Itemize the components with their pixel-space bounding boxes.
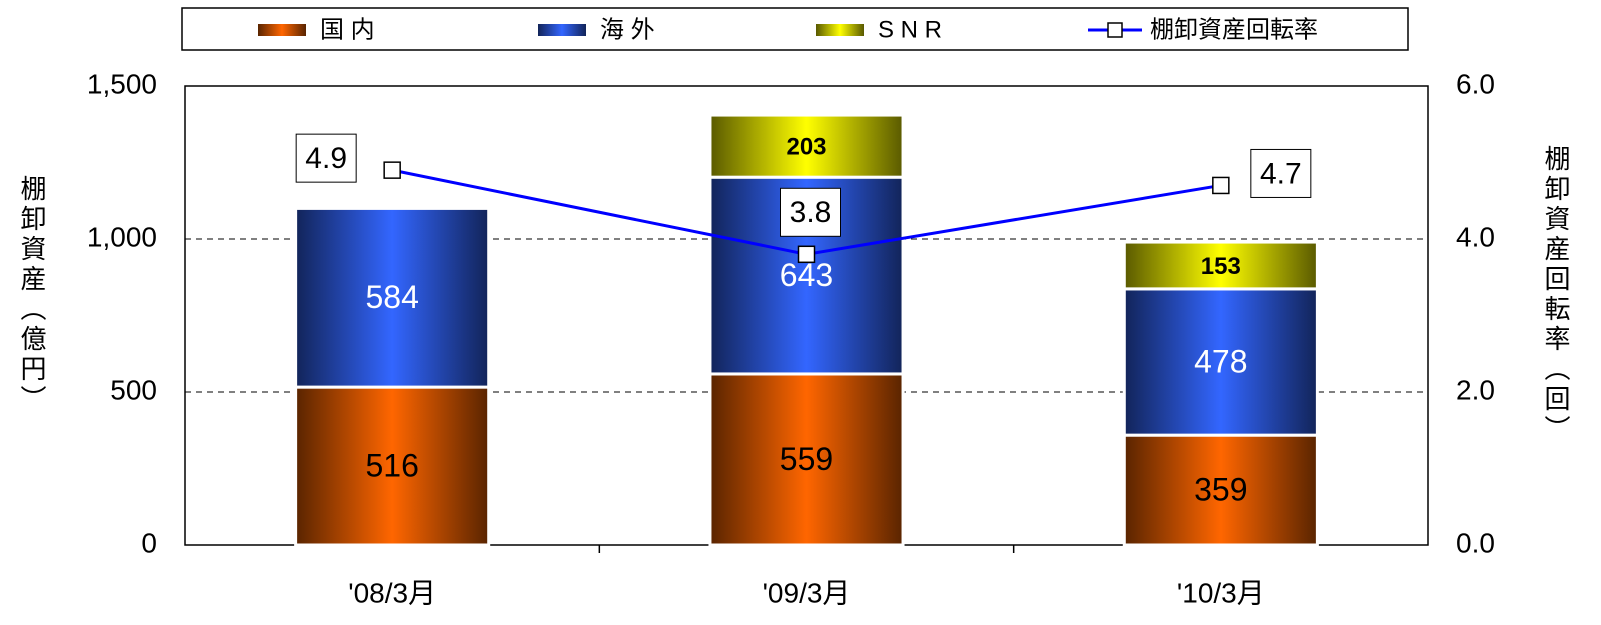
data-label: 478 [1194,343,1247,379]
data-label: 4.7 [1260,157,1302,190]
y2-tick-label: 2.0 [1456,374,1495,405]
x-tick-label: '09/3月 [763,577,851,608]
y-tick-label: 1,500 [87,68,157,99]
marker [1212,176,1230,195]
data-label: 559 [780,441,833,477]
data-label-box [1250,148,1312,198]
legend-label: S N R [878,16,942,43]
data-label: 153 [1201,253,1241,280]
y2-tick-label: 4.0 [1456,221,1495,252]
y-tick-label: 1,000 [87,221,157,252]
legend-swatch [816,24,864,36]
data-label: 516 [365,448,418,484]
legend-swatch [258,24,306,36]
bar-segment [708,113,905,179]
data-label-box [780,187,841,237]
marker [797,245,816,264]
bar-segment [294,385,491,547]
legend-label: 棚卸資産回転率 [1150,16,1318,43]
data-label: 359 [1194,472,1247,508]
legend-marker [1107,22,1123,38]
legend-swatch [538,24,586,36]
x-tick-label: '08/3月 [348,577,436,608]
x-tick-label: '10/3月 [1177,577,1265,608]
data-label-box [295,133,357,183]
data-label: 4.9 [305,142,347,175]
y2-axis-label: 棚卸資産回転率（回） [1541,145,1571,445]
legend-label: 国 内 [320,16,375,43]
bar-segment [1122,240,1319,291]
y-axis-label: 棚卸資産（億円） [17,175,47,415]
bar-segment [294,206,491,389]
data-label: 3.8 [790,196,832,229]
bar-segment [1122,287,1319,437]
data-label: 584 [365,279,418,315]
legend-label: 海 外 [600,16,655,43]
y-tick-label: 0 [141,527,157,558]
y2-tick-label: 0.0 [1456,527,1495,558]
y2-tick-label: 6.0 [1456,68,1495,99]
marker [383,161,401,179]
bar-segment [708,372,905,547]
y-tick-label: 500 [110,374,157,405]
data-label: 203 [786,133,826,160]
legend-box [181,7,1409,51]
